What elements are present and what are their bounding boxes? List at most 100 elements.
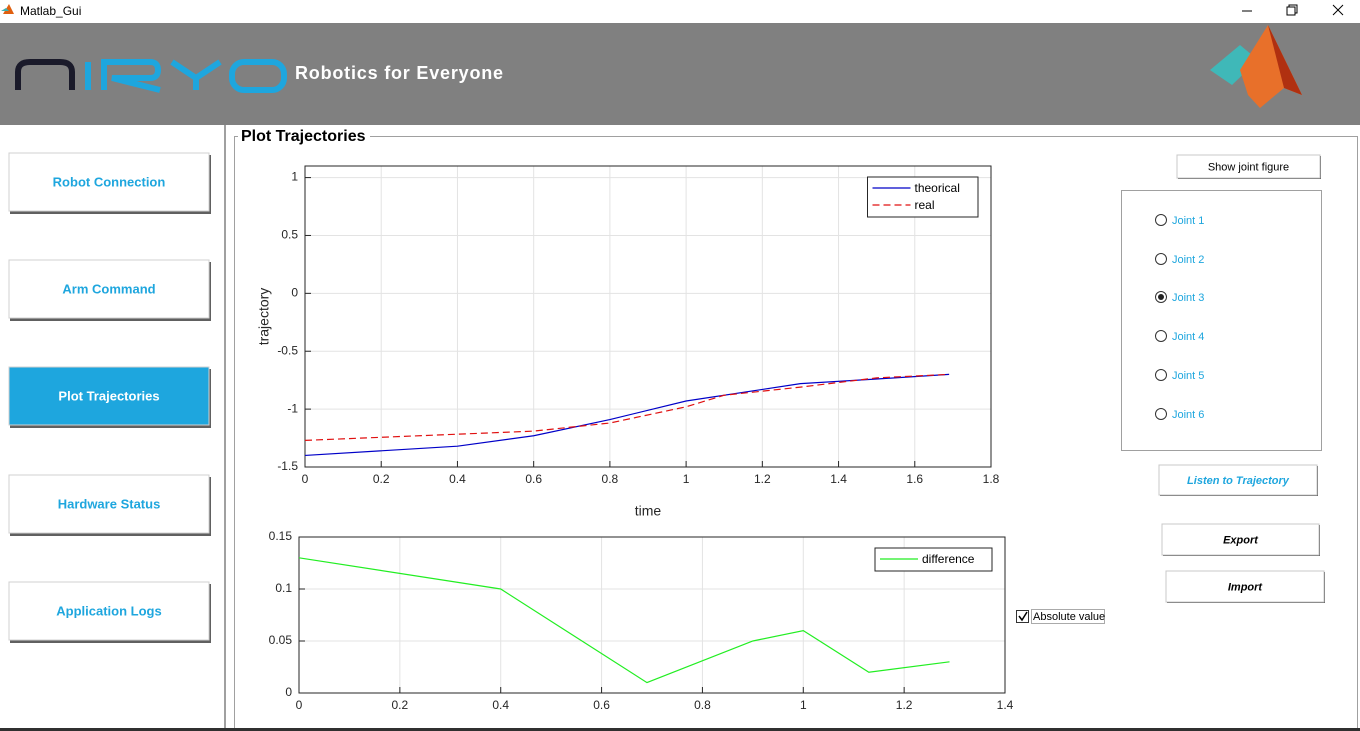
- legend-box: [867, 176, 979, 218]
- x-tick-label: 0: [302, 472, 309, 486]
- button-face: [1165, 570, 1325, 603]
- joint-radio[interactable]: Joint 3: [1155, 291, 1205, 304]
- button-label: Show joint figure: [1208, 161, 1289, 173]
- button-label: Export: [1223, 534, 1259, 546]
- checkbox-focus: [1031, 609, 1105, 624]
- radio-circle: [1155, 253, 1167, 265]
- x-tick-label: 0.4: [449, 472, 466, 486]
- button[interactable]: Show joint figure: [1176, 154, 1321, 179]
- x-tick-label: 1.6: [906, 472, 923, 486]
- x-tick-label: 1: [800, 698, 807, 712]
- data-line: [304, 373, 950, 441]
- nav-button[interactable]: Arm Command: [8, 259, 211, 321]
- button[interactable]: Export: [1161, 523, 1320, 556]
- joint-radio[interactable]: Joint 4: [1155, 330, 1205, 343]
- y-tick-label: 0.15: [269, 529, 293, 543]
- y-tick-label: 0.1: [275, 581, 292, 595]
- restore-button[interactable]: [1286, 4, 1298, 16]
- nav-button-label: Hardware Status: [58, 496, 161, 511]
- x-tick-label: 0.4: [492, 698, 509, 712]
- data-line: [298, 557, 950, 684]
- x-tick-label: 0.2: [373, 472, 390, 486]
- joint-radio[interactable]: Joint 6: [1155, 408, 1205, 421]
- x-tick-label: 1.8: [983, 472, 1000, 486]
- y-axis-label: trajectory: [256, 288, 272, 346]
- nav-button-face: [8, 259, 210, 319]
- button-label: Import: [1228, 581, 1264, 593]
- x-tick-label: 0.6: [593, 698, 610, 712]
- radio-circle: [1155, 214, 1167, 226]
- x-tick-label: 0.6: [525, 472, 542, 486]
- nav-button[interactable]: Hardware Status: [8, 474, 211, 536]
- chart: 0 0.2 0.4 0.6 0.8 1 1.2 1.4 0 0.05 0.1 0.15 differen…: [269, 529, 1014, 712]
- button[interactable]: Import: [1165, 570, 1325, 603]
- legend-label: theorical: [915, 181, 960, 195]
- joint-radio[interactable]: Joint 1: [1155, 214, 1205, 227]
- joint-radio[interactable]: Joint 2: [1155, 253, 1205, 266]
- radio-circle: [1155, 330, 1167, 342]
- close-button[interactable]: [1332, 4, 1344, 16]
- x-tick-label: 0.2: [392, 698, 409, 712]
- axes-box: [298, 536, 1006, 694]
- panel-title-bg: [238, 127, 370, 147]
- button[interactable]: Listen to Trajectory: [1158, 464, 1318, 496]
- legend-label: real: [915, 198, 935, 212]
- joint-label: Joint 3: [1172, 292, 1204, 304]
- x-tick-label: 1: [683, 472, 690, 486]
- x-tick-label: 0.8: [602, 472, 619, 486]
- chart: 0 0.2 0.4 0.6 0.8 1 1.2 1.4 1.6 1.8 -1.5 -1 -0.5 0 0.5…: [256, 165, 1000, 519]
- bottom-edge: [0, 728, 1360, 731]
- joint-radio[interactable]: Joint 5: [1155, 369, 1205, 382]
- y-tick-label: 0.5: [281, 228, 298, 242]
- joint-group-box: [1121, 190, 1322, 451]
- nav-button[interactable]: Plot Trajectories: [8, 366, 211, 428]
- axes-box: [304, 165, 992, 468]
- x-tick-label: 0: [296, 698, 303, 712]
- y-tick-label: 1: [291, 170, 298, 184]
- y-tick-label: 0: [291, 286, 298, 300]
- y-tick-label: -1: [287, 401, 298, 415]
- nav-button[interactable]: Application Logs: [8, 581, 211, 643]
- radio-dot: [1158, 294, 1164, 300]
- checkbox-label: Absolute value: [1033, 611, 1105, 623]
- x-tick-label: 1.2: [754, 472, 771, 486]
- nav-button-face: [8, 152, 210, 212]
- joint-label: Joint 2: [1172, 254, 1204, 266]
- header: [0, 23, 1360, 125]
- radio-circle: [1155, 369, 1167, 381]
- panel-title: Plot Trajectories: [241, 128, 366, 145]
- nav-button-face: [8, 474, 210, 534]
- niryo-logo: [15, 59, 287, 93]
- nav-button-face: [8, 581, 210, 641]
- legend: theorical real: [867, 176, 979, 218]
- joint-label: Joint 5: [1172, 370, 1204, 382]
- legend-label: difference: [922, 552, 975, 566]
- joint-label: Joint 1: [1172, 215, 1204, 227]
- y-tick-label: -1.5: [277, 459, 298, 473]
- nav-button-label: Robot Connection: [53, 174, 166, 189]
- joint-label: Joint 4: [1172, 331, 1204, 343]
- nav-button-label: Plot Trajectories: [58, 388, 159, 403]
- x-tick-label: 1.2: [896, 698, 913, 712]
- nav-button-face: [8, 366, 210, 426]
- y-tick-label: -0.5: [277, 343, 298, 357]
- x-tick-label: 1.4: [997, 698, 1014, 712]
- x-tick-label: 0.8: [694, 698, 711, 712]
- absolute-value-checkbox[interactable]: Absolute value: [1016, 609, 1106, 624]
- app-icon: [1, 4, 14, 14]
- x-tick-label: 1.4: [830, 472, 847, 486]
- nav-button-label: Arm Command: [62, 281, 155, 296]
- button-face: [1176, 154, 1321, 179]
- button-face: [1161, 523, 1320, 556]
- x-axis-label: time: [635, 503, 662, 519]
- y-tick-label: 0: [285, 685, 292, 699]
- button-face: [1158, 464, 1318, 496]
- checkbox-check: [1018, 611, 1028, 622]
- radio-circle: [1155, 408, 1167, 420]
- nav-button[interactable]: Robot Connection: [8, 152, 211, 214]
- matlab-logo: [1210, 25, 1302, 108]
- joint-label: Joint 6: [1172, 409, 1204, 421]
- nav-button-label: Application Logs: [56, 603, 161, 618]
- window-title: Matlab_Gui: [20, 4, 81, 18]
